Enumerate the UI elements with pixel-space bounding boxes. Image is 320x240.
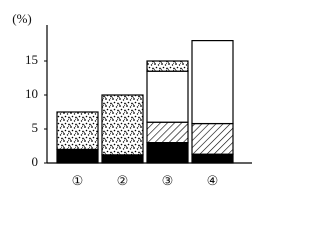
bar-segment (56, 111, 99, 151)
x-tick-label: ③ (162, 173, 174, 188)
bar-segment (101, 154, 144, 164)
bar-segment (146, 121, 189, 144)
bar-segment (191, 153, 234, 164)
x-tick-label: ④ (207, 173, 219, 188)
bar-segment (146, 142, 189, 164)
chart: (%) 0 5 10 15 ① ② ③ ④ (12, 11, 252, 188)
y-tick-label: 10 (25, 86, 38, 101)
x-tick-label: ② (117, 173, 129, 188)
y-axis-label: (%) (12, 11, 32, 26)
y-tick-label: 0 (32, 154, 39, 169)
bar-segment (191, 39, 234, 125)
y-tick-label: 5 (32, 120, 39, 135)
bar-segment (191, 122, 234, 155)
bar-segment (146, 60, 189, 72)
bar-segment (146, 70, 189, 123)
x-tick-label: ① (72, 173, 84, 188)
bar-segment (101, 94, 144, 156)
bar-segment (56, 148, 99, 164)
y-tick-label: 15 (25, 52, 38, 67)
